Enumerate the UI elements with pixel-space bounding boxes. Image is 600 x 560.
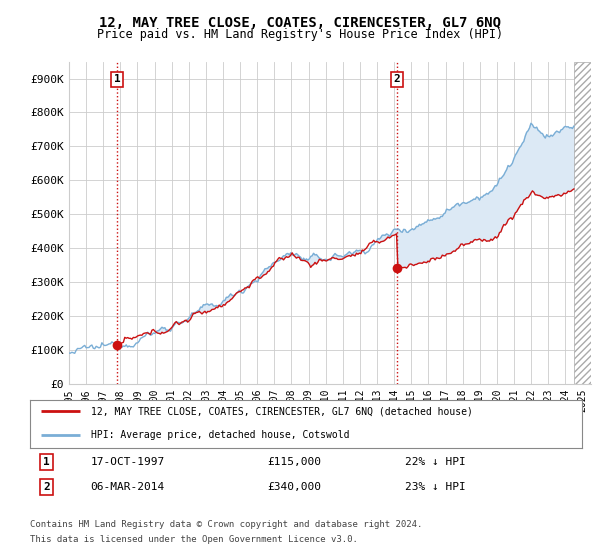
Text: Price paid vs. HM Land Registry's House Price Index (HPI): Price paid vs. HM Land Registry's House …: [97, 28, 503, 41]
Text: £115,000: £115,000: [268, 457, 322, 467]
Text: 12, MAY TREE CLOSE, COATES, CIRENCESTER, GL7 6NQ: 12, MAY TREE CLOSE, COATES, CIRENCESTER,…: [99, 16, 501, 30]
Text: 12, MAY TREE CLOSE, COATES, CIRENCESTER, GL7 6NQ (detached house): 12, MAY TREE CLOSE, COATES, CIRENCESTER,…: [91, 407, 473, 417]
Text: This data is licensed under the Open Government Licence v3.0.: This data is licensed under the Open Gov…: [30, 535, 358, 544]
Text: 1: 1: [43, 457, 50, 467]
Text: 2: 2: [43, 482, 50, 492]
Bar: [574, 62, 591, 384]
Bar: [574, 62, 591, 384]
Text: HPI: Average price, detached house, Cotswold: HPI: Average price, detached house, Cots…: [91, 431, 349, 441]
Text: 1: 1: [113, 74, 120, 85]
Text: 2: 2: [394, 74, 400, 85]
Text: 23% ↓ HPI: 23% ↓ HPI: [406, 482, 466, 492]
Text: 22% ↓ HPI: 22% ↓ HPI: [406, 457, 466, 467]
Text: 17-OCT-1997: 17-OCT-1997: [91, 457, 165, 467]
Text: £340,000: £340,000: [268, 482, 322, 492]
Text: 06-MAR-2014: 06-MAR-2014: [91, 482, 165, 492]
Text: Contains HM Land Registry data © Crown copyright and database right 2024.: Contains HM Land Registry data © Crown c…: [30, 520, 422, 529]
